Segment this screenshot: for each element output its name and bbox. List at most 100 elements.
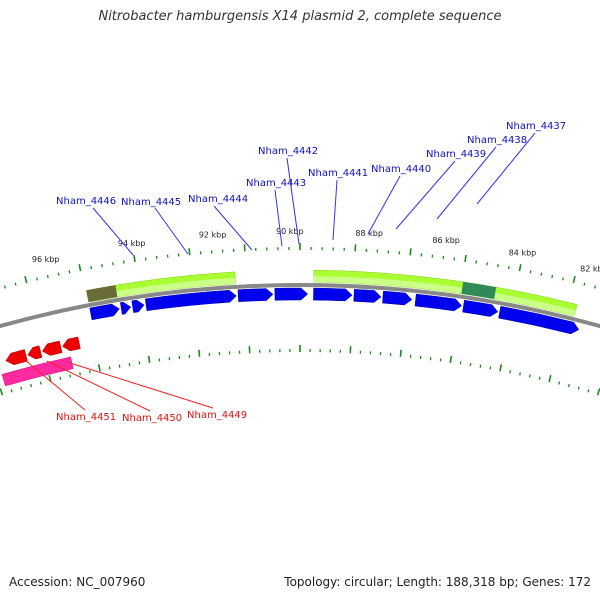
- inner-tick-minor: [39, 381, 42, 385]
- inner-tick-minor: [538, 376, 541, 380]
- backbone-group: [0, 283, 600, 329]
- tick-label: 92 kbp: [199, 230, 227, 239]
- forward-gene-label: Nham_4441: [308, 168, 368, 179]
- forward-gene-leader: [436, 146, 497, 220]
- inner-tick-minor: [69, 374, 72, 378]
- inner-tick-major: [449, 355, 453, 363]
- outer-tick-minor: [583, 282, 586, 286]
- inner-tick-major: [97, 364, 101, 372]
- forward-gene-label: Nham_4445: [121, 197, 181, 208]
- backbone-circle: [0, 283, 600, 329]
- forward-gene-leader: [367, 175, 401, 235]
- forward-gene-label: Nham_4442: [258, 146, 318, 157]
- outer-tick-minor: [594, 285, 597, 289]
- forward-gene-leader: [332, 179, 338, 241]
- inner-tick-minor: [558, 381, 561, 385]
- inner-tick-minor: [528, 374, 531, 378]
- outer-tick-minor: [551, 274, 554, 279]
- reverse-cds-group: [1, 336, 81, 387]
- outer-tick-minor: [561, 277, 564, 281]
- reverse-cds-arrow: [62, 336, 81, 352]
- inner-tick-minor: [118, 364, 121, 368]
- reverse-gene-label: Nham_4449: [187, 410, 247, 421]
- outer-tick-minor: [90, 266, 93, 270]
- forward-gene-label: Nham_4446: [56, 196, 116, 207]
- outer-tick-major: [518, 264, 522, 272]
- inner-tick-major: [0, 388, 4, 396]
- forward-gene-label: Nham_4437: [506, 121, 566, 132]
- outer-tick-major: [78, 264, 82, 272]
- forward-cds-arrow: [382, 290, 413, 306]
- outer-tick-minor: [46, 274, 49, 279]
- outer-tick-ring: [3, 243, 597, 289]
- inner-tick-minor: [587, 389, 590, 393]
- forward-cds-arrow: [120, 301, 132, 315]
- feature-band-left-highlight: [87, 277, 236, 303]
- forward-gene-label: Nham_4443: [246, 178, 306, 189]
- tick-label: 88 kbp: [355, 229, 383, 238]
- inner-tick-major: [548, 375, 552, 383]
- reverse-gene-leader: [69, 362, 214, 409]
- outer-tick-minor: [3, 285, 6, 289]
- inner-tick-minor: [79, 372, 81, 376]
- outer-tick-minor: [57, 272, 60, 276]
- inner-tick-major: [596, 388, 600, 396]
- forward-gene-leader: [476, 132, 536, 205]
- inner-tick-minor: [567, 383, 570, 388]
- forward-gene-label: Nham_4440: [371, 164, 431, 175]
- outer-tick-minor: [101, 264, 103, 268]
- gene-label-group: Nham_4446 Nham_4445 Nham_4444Nham_4443Nham…: [56, 121, 566, 424]
- forward-gene-leader: [395, 160, 456, 230]
- outer-tick-minor: [540, 272, 543, 276]
- outer-tick-minor: [68, 270, 71, 274]
- forward-gene-label: Nham_4439: [426, 149, 486, 160]
- reverse-gene-leader: [46, 360, 151, 412]
- reverse-gene-label: Nham_4450: [122, 413, 182, 424]
- outer-tick-major: [464, 254, 467, 263]
- tick-label: 84 kbp: [509, 248, 537, 257]
- forward-cds-arrow: [498, 305, 580, 335]
- forward-gene-leader: [274, 189, 283, 247]
- outer-tick-minor: [507, 266, 510, 270]
- inner-tick-minor: [108, 366, 111, 370]
- outer-tick-major: [572, 275, 576, 284]
- inner-tick-minor: [30, 383, 33, 388]
- tick-label: 94 kbp: [118, 239, 146, 248]
- reverse-gene-leader: [24, 359, 86, 411]
- outer-tick-minor: [36, 277, 39, 281]
- forward-gene-leader: [92, 207, 134, 256]
- forward-cds-arrow: [313, 287, 353, 302]
- tick-label: 96 kbp: [32, 255, 60, 264]
- forward-cds-arrow: [274, 287, 309, 301]
- forward-cds-arrow: [89, 303, 120, 321]
- forward-gene-label: Nham_4438: [467, 135, 527, 146]
- inner-tick-major: [198, 349, 201, 357]
- tick-label: 86 kbp: [432, 236, 460, 245]
- forward-cds-arrow: [353, 289, 382, 303]
- inner-tick-minor: [10, 389, 13, 393]
- inner-tick-minor: [479, 364, 482, 368]
- tick-label: 82 kbp: [580, 265, 600, 274]
- outer-tick-major: [188, 248, 191, 256]
- forward-cds-arrow: [144, 290, 237, 311]
- outer-tick-major: [409, 248, 412, 256]
- reverse-cds-arrow: [5, 349, 28, 366]
- reverse-cds-arrow: [27, 345, 43, 360]
- forward-gene-leader: [154, 207, 189, 255]
- map-title: Nitrobacter hamburgensis X14 plasmid 2, …: [98, 9, 502, 24]
- forward-cds-arrow: [462, 299, 499, 317]
- outer-tick-major: [133, 254, 136, 263]
- inner-tick-minor: [20, 386, 23, 390]
- tick-label: 90 kbp: [276, 227, 304, 236]
- reverse-gene-label: Nham_4451: [56, 412, 116, 423]
- inner-tick-minor: [577, 386, 580, 390]
- forward-cds-arrow: [414, 293, 462, 312]
- outer-tick-minor: [497, 264, 499, 268]
- topology-summary-text: Topology: circular; Length: 188,318 bp; …: [284, 575, 591, 589]
- tick-label-group: 96 kbp 94 kbp 92 kbp 90 kbp 88 kbp 86 kbp 84 k…: [32, 227, 600, 274]
- outer-tick-minor: [14, 282, 17, 286]
- forward-gene-leader: [213, 205, 253, 251]
- forward-cds-arrow: [237, 288, 274, 302]
- accession-text: Accession: NC_007960: [9, 575, 146, 589]
